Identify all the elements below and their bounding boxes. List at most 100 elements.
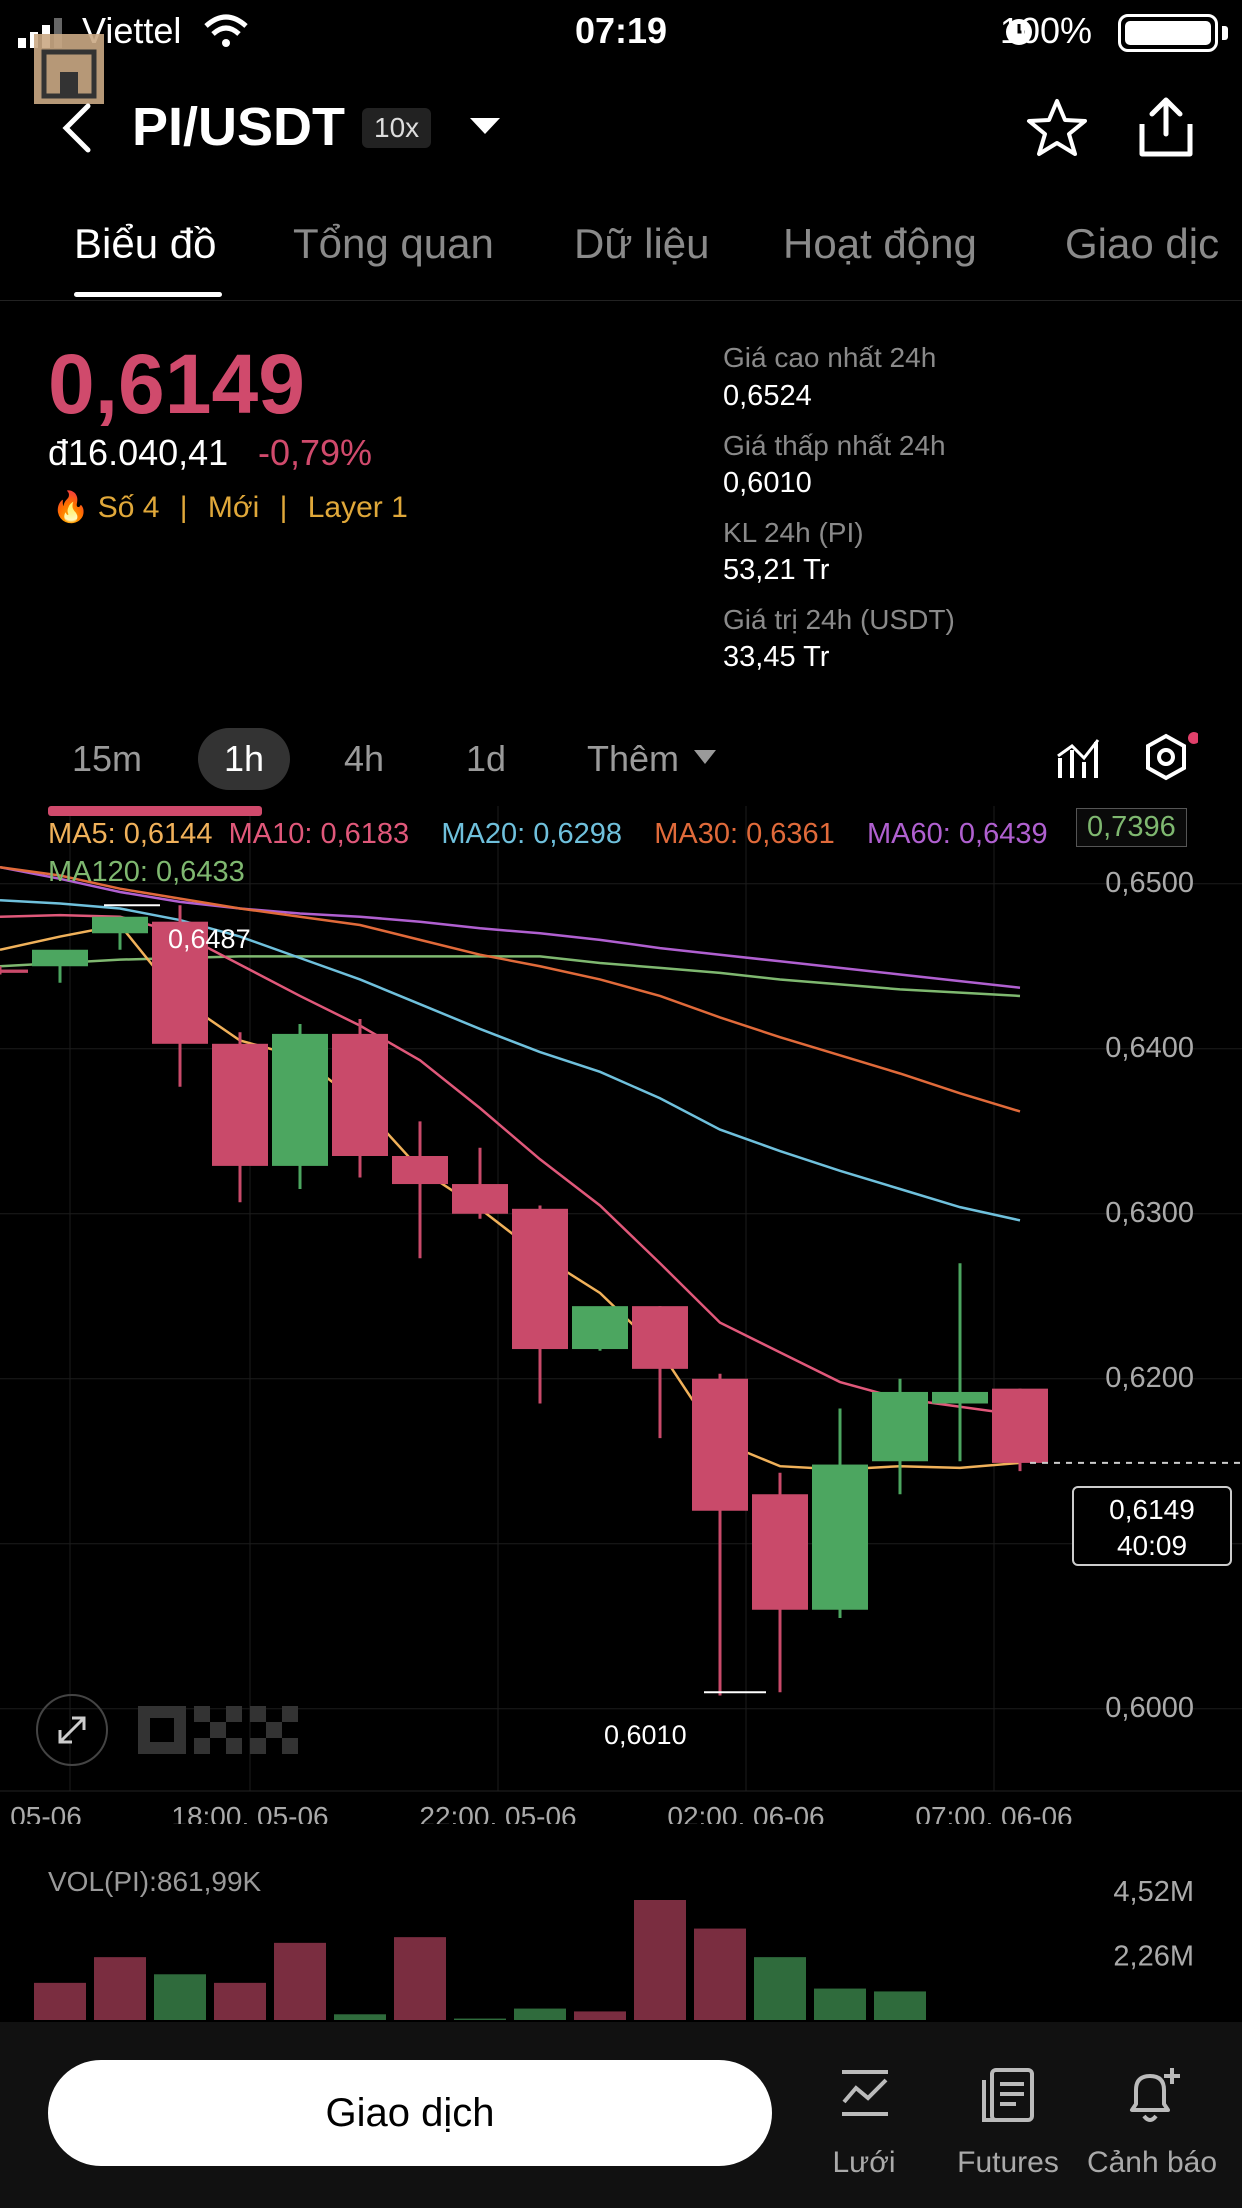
volume-bar xyxy=(634,1900,686,2020)
stat-label: Giá thấp nhất 24h xyxy=(723,430,946,461)
leverage-badge: 10x xyxy=(362,108,432,148)
tag-layer[interactable]: Layer 1 xyxy=(307,491,408,524)
y-tick-label: 0,6500 xyxy=(1105,867,1194,899)
candle-body xyxy=(452,1184,508,1214)
candle-body xyxy=(32,949,88,967)
grid-label: Lưới xyxy=(832,2146,896,2179)
star-icon[interactable] xyxy=(1024,96,1090,160)
ma30-line xyxy=(0,866,1021,1113)
ma-legend-highlight xyxy=(48,806,262,816)
pair-title[interactable]: PI/USDT xyxy=(132,97,346,157)
wifi-icon xyxy=(204,14,248,47)
stat-value: 33,45 Tr xyxy=(723,641,830,673)
futures-button[interactable]: Futures xyxy=(928,2066,1088,2186)
volume-bar xyxy=(754,1957,806,2020)
candle-body xyxy=(812,1464,868,1610)
trade-button[interactable]: Giao dịch xyxy=(48,2060,772,2166)
tag-new[interactable]: Mới xyxy=(207,491,260,524)
alarm-icon xyxy=(1006,19,1032,45)
interval-15m[interactable]: 15m xyxy=(72,738,143,779)
app-badge-icon xyxy=(34,34,104,104)
ma20-line xyxy=(0,899,1021,1222)
alert-button[interactable]: Cảnh báo xyxy=(1072,2066,1232,2186)
candle-body xyxy=(752,1494,808,1610)
active-tab-indicator xyxy=(74,292,222,297)
volume-bar xyxy=(814,1988,866,2020)
x-tick-label: 02:00, 06-06 xyxy=(667,1801,824,1824)
pair-dropdown-icon[interactable] xyxy=(468,114,502,138)
volume-bar xyxy=(214,1982,266,2020)
interval-4h[interactable]: 4h xyxy=(344,738,385,779)
status-bar: Viettel 07:19 100% xyxy=(0,0,1242,60)
share-icon[interactable] xyxy=(1136,94,1196,160)
volume-bar xyxy=(274,1942,326,2020)
indicator-icon[interactable] xyxy=(1056,734,1100,782)
grid-button[interactable]: Lưới xyxy=(784,2066,944,2186)
back-icon[interactable] xyxy=(56,100,96,156)
interval-1d[interactable]: 1d xyxy=(466,738,507,779)
battery-percent: 100% xyxy=(999,10,1092,51)
candlestick-chart[interactable]: 0,65000,64000,63000,62000,61000,600005-0… xyxy=(0,806,1242,1824)
fullscreen-button[interactable] xyxy=(36,1694,108,1766)
ma5-label: MA5: 0,6144 xyxy=(48,818,213,850)
top-right-price: 0,7396 xyxy=(1076,808,1187,847)
interval-1h[interactable]: 1h xyxy=(198,728,291,790)
candle-body xyxy=(872,1391,928,1462)
candle-body xyxy=(92,916,148,934)
candle-body xyxy=(932,1391,988,1404)
ma30-label: MA30: 0,6361 xyxy=(654,818,835,850)
fire-icon: 🔥 xyxy=(52,491,90,524)
battery-nub xyxy=(1222,26,1228,40)
bell-plus-icon xyxy=(1130,2068,1180,2122)
y-tick-label: 0,6400 xyxy=(1105,1032,1194,1064)
tab-activity[interactable]: Hoạt động xyxy=(783,220,977,267)
current-price-tag: 0,6149 40:09 xyxy=(1072,1486,1232,1566)
volume-tick-label: 4,52M xyxy=(1113,1876,1194,1908)
y-tick-label: 0,6300 xyxy=(1105,1197,1194,1229)
okx-logo xyxy=(138,1706,300,1761)
volume-label: VOL(PI):861,99K xyxy=(48,1866,262,1897)
fiat-price: đ16.040,41 xyxy=(48,432,229,473)
tab-overview[interactable]: Tổng quan xyxy=(293,220,494,267)
ma120-label: MA120: 0,6433 xyxy=(48,856,245,888)
candle-body xyxy=(992,1388,1048,1463)
candle-body xyxy=(272,1033,328,1166)
price-change: -0,79% xyxy=(258,432,373,473)
futures-icon xyxy=(982,2068,1034,2122)
volume-bar xyxy=(874,1991,926,2020)
candle-countdown: 40:09 xyxy=(1116,1530,1188,1561)
settings-icon[interactable] xyxy=(1142,732,1198,786)
stat-value: 0,6010 xyxy=(723,467,812,499)
battery-icon xyxy=(1118,14,1218,52)
volume-chart: 4,52M 2,26M xyxy=(34,1876,1194,2020)
tab-chart[interactable]: Biểu đồ xyxy=(74,220,217,267)
volume-bar xyxy=(94,1957,146,2020)
volume-bar xyxy=(154,1974,206,2020)
tab-data[interactable]: Dữ liệu xyxy=(574,220,710,267)
ma60-line xyxy=(0,866,1021,989)
alert-label: Cảnh báo xyxy=(1086,2146,1218,2179)
candle-body xyxy=(512,1208,568,1350)
tag-rank[interactable]: Số 4 xyxy=(97,491,160,524)
more-dropdown-icon[interactable] xyxy=(692,748,718,766)
interval-more[interactable]: Thêm xyxy=(587,738,680,779)
candle-body xyxy=(332,1033,388,1156)
candle-body xyxy=(152,921,208,1044)
candle-body xyxy=(212,1043,268,1166)
current-price-tag-value: 0,6149 xyxy=(1109,1494,1195,1525)
tab-trade[interactable]: Giao dịc xyxy=(1065,220,1220,267)
candle-body xyxy=(692,1378,748,1511)
x-tick-label: 07:00, 06-06 xyxy=(915,1801,1072,1824)
ma10-label: MA10: 0,6183 xyxy=(228,818,410,850)
stat-label: Giá cao nhất 24h xyxy=(723,342,937,373)
volume-bar xyxy=(334,2014,386,2020)
expand-icon xyxy=(58,1716,86,1744)
tab-bar: Biểu đồ Tổng quan Dữ liệu Hoạt động Giao… xyxy=(0,210,1242,301)
candle-body xyxy=(0,969,28,973)
candle-body xyxy=(392,1156,448,1185)
x-tick-label: 05-06 xyxy=(10,1801,82,1824)
y-tick-label: 0,6000 xyxy=(1105,1692,1194,1724)
ma-legend[interactable]: MA5: 0,6144 MA10: 0,6183 MA20: 0,6298 MA… xyxy=(48,818,1048,851)
last-price: 0,6149 xyxy=(48,337,305,431)
low-annotation: 0,6010 xyxy=(604,1720,687,1750)
